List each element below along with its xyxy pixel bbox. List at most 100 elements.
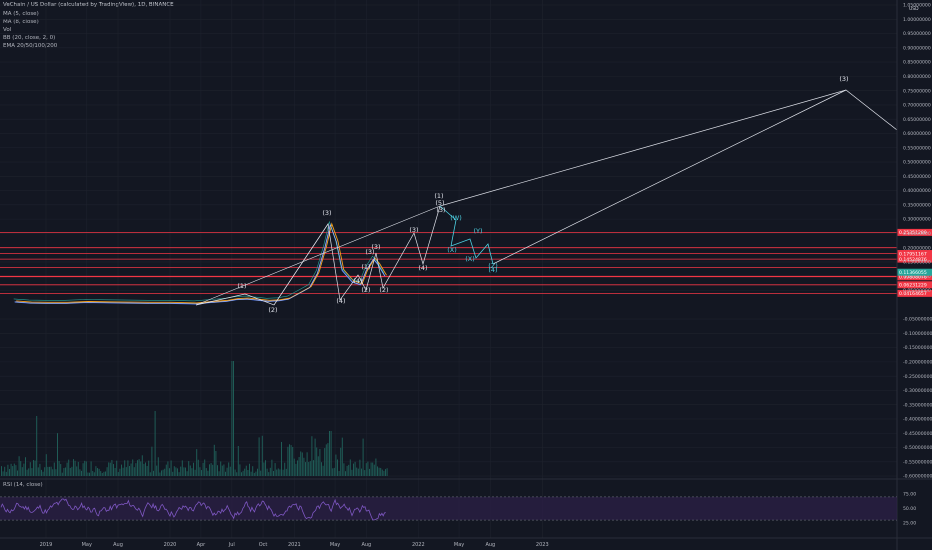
volume-bar: [205, 468, 207, 476]
volume-bar: [29, 462, 31, 476]
volume-bar: [369, 468, 370, 476]
volume-bar: [66, 462, 68, 476]
indicator-bb[interactable]: BB (20, close, 2, 0): [3, 35, 56, 41]
volume-bar: [265, 460, 266, 476]
volume-bar: [325, 444, 327, 476]
price-axis-label: 0.75000000: [903, 88, 931, 94]
volume-bar: [153, 470, 154, 476]
volume-bar: [245, 465, 247, 476]
volume-bar: [50, 466, 52, 476]
volume-bar: [25, 457, 26, 476]
price-axis-label: -0.50000000: [903, 445, 932, 451]
current-price-label: 0.11366055: [899, 270, 927, 276]
price-axis-label: -0.05000000: [903, 317, 932, 323]
volume-bar: [79, 469, 81, 476]
indicator-ma5[interactable]: MA (5, close): [3, 11, 39, 17]
price-axis-label: 0.50000000: [903, 160, 931, 166]
volume-bar: [87, 472, 89, 476]
volume-bar: [20, 461, 22, 476]
currency-tag[interactable]: USD: [909, 7, 919, 12]
volume-bar: [378, 467, 380, 476]
indicator-vol[interactable]: Vol: [3, 27, 12, 33]
volume-bar: [231, 361, 233, 476]
volume-bar: [10, 463, 12, 476]
volume-bar: [247, 469, 249, 476]
price-axis-label: -0.55000000: [903, 459, 932, 465]
volume-bar: [209, 464, 210, 476]
volume-bar: [375, 458, 377, 476]
volume-bar: [370, 462, 372, 476]
volume-bar: [149, 472, 151, 476]
volume-bar: [181, 460, 183, 476]
volume-bar: [34, 460, 36, 476]
volume-bar: [277, 468, 279, 476]
volume-bar: [300, 451, 302, 476]
volume-bar: [143, 463, 145, 476]
volume-bar: [117, 472, 119, 476]
volume-bar: [76, 466, 78, 476]
volume-bar: [361, 468, 362, 476]
volume-bar: [183, 467, 185, 476]
volume-bar: [273, 470, 274, 476]
volume-bar: [282, 469, 284, 476]
wave-label: (W): [450, 214, 462, 222]
volume-bar: [42, 471, 44, 476]
volume-bar: [317, 456, 319, 476]
indicator-ema[interactable]: EMA 20/50/100/200: [3, 43, 58, 49]
volume-bar: [156, 465, 158, 476]
price-axis-label: 0.40000000: [903, 188, 931, 194]
time-axis-label: 2020: [164, 542, 177, 548]
volume-bar: [290, 445, 292, 476]
price-axis-label: 0.90000000: [903, 45, 931, 51]
volume-bar: [60, 464, 62, 476]
volume-bar: [309, 461, 311, 476]
volume-bar: [41, 469, 42, 476]
wave-label: (Y): [473, 227, 482, 235]
time-axis-label: 2022: [412, 542, 425, 548]
indicator-ma8[interactable]: MA (8, close): [3, 19, 39, 25]
volume-bar: [335, 454, 337, 476]
wave-label: (4): [418, 264, 427, 272]
volume-bar: [165, 464, 167, 476]
volume-bar: [220, 461, 222, 476]
volume-bar: [119, 468, 121, 476]
wave-label: (4): [336, 297, 345, 305]
volume-bar: [207, 470, 209, 476]
volume-bar: [116, 460, 118, 476]
volume-bar: [225, 471, 226, 476]
price-level-label: 0.06231229: [899, 283, 927, 289]
wave-label: (3): [436, 206, 445, 214]
volume-bar: [100, 471, 102, 476]
wave-label: (2): [268, 306, 277, 314]
volume-bar: [45, 454, 47, 476]
wave-trend-line: [195, 205, 441, 306]
wave-trend-line: [273, 223, 329, 306]
volume-bar: [191, 468, 193, 476]
volume-bar: [172, 471, 174, 476]
volume-bar: [385, 469, 386, 476]
volume-bar: [31, 468, 33, 476]
rsi-label[interactable]: RSI (14, close): [3, 482, 43, 488]
volume-bar: [287, 446, 289, 476]
time-axis-label: 2021: [288, 542, 301, 548]
price-level-label: 0.04164657: [899, 291, 927, 297]
volume-bar: [169, 468, 170, 476]
volume-bar: [337, 459, 338, 476]
volume-bar: [356, 467, 358, 476]
volume-bar: [261, 435, 263, 476]
volume-bar: [276, 469, 278, 476]
wave-label: (4): [353, 277, 362, 285]
volume-bar: [340, 447, 342, 476]
volume-bar: [239, 464, 241, 476]
volume-bar: [106, 467, 108, 476]
volume-bar: [85, 461, 87, 476]
volume-bar: [218, 471, 220, 476]
volume-bar: [114, 467, 116, 476]
price-axis-label: 0.05000000: [903, 288, 931, 294]
volume-bar: [95, 466, 97, 476]
volume-bar: [268, 472, 270, 476]
wave-label: (X): [465, 255, 475, 263]
time-axis-label: 2019: [40, 542, 53, 548]
price-axis-label: 0.65000000: [903, 117, 931, 123]
